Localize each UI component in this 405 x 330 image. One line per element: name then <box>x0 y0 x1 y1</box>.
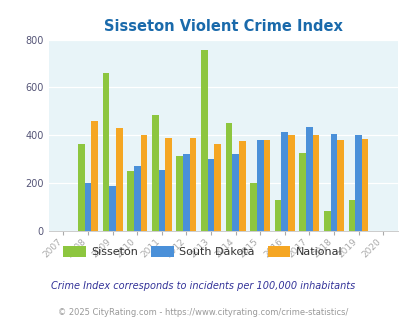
Bar <box>158 170 165 231</box>
Bar <box>312 135 319 231</box>
Bar <box>330 134 337 231</box>
Bar <box>214 144 220 231</box>
Bar <box>281 132 288 231</box>
Bar <box>134 166 140 231</box>
Bar <box>91 121 98 231</box>
Bar <box>298 153 305 231</box>
Bar <box>183 154 189 231</box>
Bar <box>361 139 368 231</box>
Bar <box>323 211 330 231</box>
Bar <box>263 140 269 231</box>
Bar <box>274 200 281 231</box>
Bar <box>140 135 147 231</box>
Bar <box>238 141 245 231</box>
Legend: Sisseton, South Dakota, National: Sisseton, South Dakota, National <box>59 242 346 261</box>
Bar <box>189 138 196 231</box>
Bar <box>207 159 214 231</box>
Bar <box>354 135 361 231</box>
Title: Sisseton Violent Crime Index: Sisseton Violent Crime Index <box>104 19 342 34</box>
Bar <box>337 140 343 231</box>
Bar <box>200 50 207 231</box>
Bar <box>151 115 158 231</box>
Bar <box>127 171 134 231</box>
Bar <box>288 135 294 231</box>
Bar <box>85 183 91 231</box>
Text: © 2025 CityRating.com - https://www.cityrating.com/crime-statistics/: © 2025 CityRating.com - https://www.city… <box>58 308 347 317</box>
Bar <box>116 128 122 231</box>
Bar <box>165 138 171 231</box>
Bar <box>256 140 263 231</box>
Bar <box>176 156 183 231</box>
Bar <box>249 183 256 231</box>
Bar <box>109 185 116 231</box>
Text: Crime Index corresponds to incidents per 100,000 inhabitants: Crime Index corresponds to incidents per… <box>51 281 354 291</box>
Bar <box>78 144 85 231</box>
Bar <box>232 154 238 231</box>
Bar <box>305 127 312 231</box>
Bar <box>348 200 354 231</box>
Bar <box>102 73 109 231</box>
Bar <box>225 123 232 231</box>
